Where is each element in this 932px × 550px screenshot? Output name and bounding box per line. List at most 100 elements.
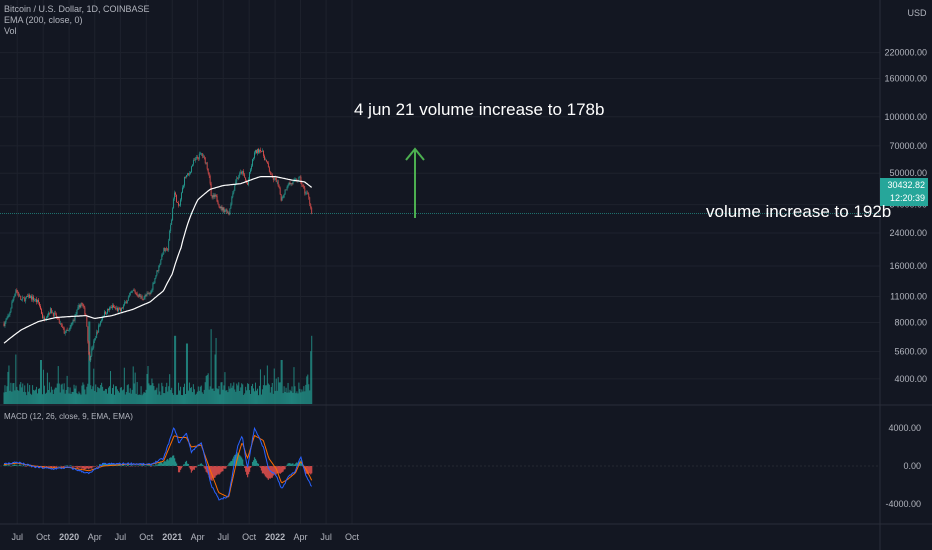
- candle-up: [25, 297, 27, 302]
- volume-bar: [240, 387, 242, 404]
- candle-up: [102, 317, 104, 320]
- volume-bar: [194, 394, 196, 404]
- volume-bar: [223, 385, 225, 404]
- volume-bar: [106, 389, 108, 404]
- macd-histogram-bar: [254, 458, 257, 466]
- macd-histogram-bar: [97, 466, 99, 467]
- volume-bar: [190, 387, 192, 404]
- volume-bar: [111, 387, 113, 404]
- candle-down: [268, 167, 270, 172]
- macd-histogram-bar: [244, 466, 246, 468]
- price-tick-label: 100000.00: [884, 112, 927, 122]
- volume-bar: [111, 393, 113, 404]
- volume-bar: [69, 387, 71, 404]
- macd-histogram-bar: [290, 464, 292, 466]
- macd-histogram-bar: [91, 466, 93, 469]
- candle-down: [23, 297, 25, 299]
- volume-bar: [104, 390, 106, 404]
- candle-down: [42, 313, 43, 318]
- candle-up: [92, 347, 94, 349]
- volume-bar: [211, 388, 213, 404]
- volume-bar: [227, 392, 229, 404]
- candle-down: [258, 148, 259, 153]
- volume-bar: [46, 372, 48, 404]
- volume-bar: [87, 383, 89, 404]
- macd-histogram-bar: [65, 465, 67, 467]
- macd-histogram-bar: [205, 466, 207, 472]
- volume-bar: [167, 391, 169, 404]
- macd-histogram-bar: [25, 466, 27, 467]
- macd-histogram-bar: [142, 464, 144, 466]
- candle-down: [197, 158, 199, 159]
- volume-bar: [11, 391, 13, 404]
- candle-up: [254, 152, 255, 159]
- macd-tick-label: 0.00: [903, 461, 921, 471]
- candle-up: [282, 197, 284, 198]
- macd-histogram-bar: [261, 466, 264, 474]
- candle-up: [129, 292, 131, 296]
- volume-bar: [181, 395, 183, 404]
- macd-histogram-bar: [12, 464, 14, 466]
- candle-down: [266, 161, 268, 164]
- macd-histogram-bar: [268, 466, 270, 479]
- candle-down: [245, 177, 247, 181]
- volume-bar: [49, 392, 51, 404]
- candle-up: [249, 172, 250, 180]
- volume-bar: [212, 388, 214, 404]
- volume-bar: [265, 385, 267, 404]
- volume-bar: [94, 390, 96, 404]
- volume-bar: [8, 365, 10, 404]
- volume-bar: [274, 390, 276, 404]
- macd-histogram-bar: [213, 466, 215, 478]
- volume-bar: [68, 393, 70, 404]
- volume-bar: [102, 386, 104, 404]
- volume-bar: [214, 354, 216, 404]
- candle-up: [182, 187, 183, 193]
- candle-up: [68, 329, 70, 331]
- candle-up: [151, 289, 153, 291]
- volume-bar: [304, 391, 306, 404]
- candle-up: [77, 307, 79, 310]
- candle-down: [44, 317, 45, 321]
- candle-up: [96, 331, 98, 338]
- candle-down: [208, 172, 210, 177]
- macd-histogram-bar: [222, 466, 224, 472]
- candle-up: [163, 247, 165, 255]
- volume-bar: [163, 393, 165, 404]
- candle-up: [242, 171, 244, 174]
- volume-bar: [123, 367, 125, 404]
- candle-down: [97, 331, 99, 333]
- macd-histogram-bar: [292, 463, 294, 466]
- candle-up: [11, 302, 13, 309]
- volume-bar: [258, 385, 260, 404]
- macd-histogram-bar: [106, 464, 109, 466]
- up-arrow-annotation: [405, 147, 425, 218]
- volume-bar: [121, 390, 123, 404]
- macd-histogram-bar: [160, 462, 162, 466]
- candle-down: [274, 177, 276, 179]
- macd-histogram-bar: [298, 461, 300, 466]
- macd-histogram-bar: [225, 466, 227, 469]
- candle-down: [119, 308, 121, 312]
- candle-down: [55, 313, 57, 318]
- macd-histogram-bar: [226, 466, 228, 467]
- volume-bar: [133, 383, 135, 404]
- candle-down: [278, 186, 280, 189]
- volume-bar: [31, 394, 33, 404]
- volume-bar: [176, 394, 178, 404]
- macd-histogram-bar: [61, 466, 63, 467]
- annotation-right: volume increase to 192b: [706, 202, 892, 221]
- volume-bar: [262, 385, 264, 404]
- volume-bar: [228, 386, 230, 404]
- volume-bar: [219, 394, 221, 404]
- candle-down: [139, 294, 141, 297]
- candle-down: [269, 171, 271, 175]
- macd-histogram-bar: [224, 466, 226, 469]
- volume-bars: [3, 321, 313, 404]
- candle-down: [125, 301, 127, 304]
- volume-bar: [183, 383, 185, 404]
- macd-histogram-bar: [281, 466, 283, 473]
- volume-bar: [284, 391, 286, 404]
- candle-up: [69, 327, 71, 330]
